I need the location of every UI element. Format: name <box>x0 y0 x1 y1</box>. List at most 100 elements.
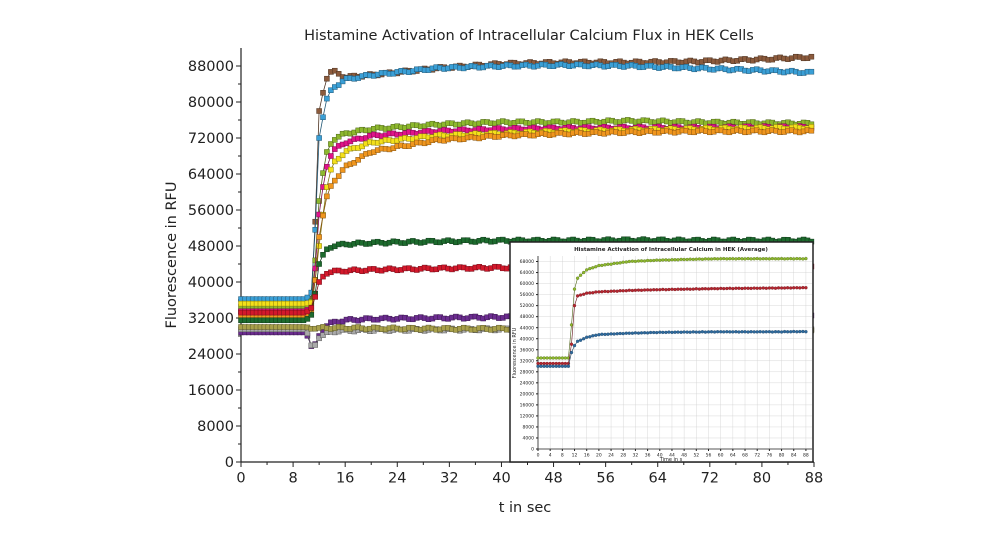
inset-data-point <box>661 258 665 262</box>
inset-data-point <box>773 286 778 290</box>
inset-data-point <box>682 330 686 334</box>
inset-data-point <box>639 331 644 335</box>
inset-data-point <box>588 266 592 271</box>
inset-data-point <box>703 330 708 334</box>
inset-x-tick-label: 72 <box>754 453 760 459</box>
inset-data-point <box>700 330 705 334</box>
inset-data-point <box>563 364 568 368</box>
inset-data-point <box>609 262 613 266</box>
inset-data-point <box>700 257 705 261</box>
inset-chart: Histamine Activation of Intracellular Ca… <box>509 241 814 463</box>
inset-data-point <box>652 258 656 263</box>
inset-data-point <box>752 257 756 261</box>
inset-data-point <box>694 257 698 261</box>
main-data-point <box>320 114 326 120</box>
main-data-point <box>316 198 322 204</box>
inset-data-point <box>603 332 607 337</box>
inset-data-point <box>712 286 717 291</box>
main-y-tick-label: 16000 <box>188 383 234 399</box>
inset-data-point <box>597 263 601 268</box>
inset-data-point <box>697 330 702 334</box>
inset-data-point <box>621 260 625 264</box>
inset-data-point <box>676 330 680 334</box>
main-series-1 <box>238 61 815 302</box>
inset-data-point <box>728 286 732 290</box>
inset-y-tick-label: 4000 <box>523 436 535 442</box>
main-x-tick-label: 64 <box>649 471 667 487</box>
main-data-point <box>328 183 334 189</box>
inset-data-point <box>594 265 598 269</box>
main-x-tick-label: 72 <box>701 471 719 487</box>
inset-data-point <box>667 287 671 292</box>
inset-data-point <box>676 258 680 262</box>
inset-data-point <box>548 361 552 366</box>
inset-data-point <box>764 330 768 334</box>
inset-x-tick-label: 44 <box>669 453 675 459</box>
main-data-point <box>339 78 346 85</box>
inset-data-point <box>676 287 680 291</box>
main-data-point <box>308 312 315 318</box>
inset-data-point <box>612 289 616 293</box>
main-data-point <box>316 335 322 342</box>
inset-x-axis-label: Time in s <box>659 457 683 463</box>
inset-data-point <box>719 286 723 291</box>
inset-data-point <box>642 259 647 263</box>
inset-data-point <box>685 257 689 262</box>
inset-data-point <box>728 330 732 334</box>
inset-data-point <box>725 286 729 291</box>
inset-x-tick-label: 8 <box>561 453 564 459</box>
inset-data-point <box>801 257 805 261</box>
inset-y-tick-label: 48000 <box>520 314 534 320</box>
main-y-tick-label: 8000 <box>197 419 234 435</box>
inset-data-point <box>606 332 610 336</box>
main-data-point <box>335 82 342 88</box>
inset-data-point <box>694 287 698 291</box>
inset-data-point <box>749 330 753 334</box>
inset-data-point <box>591 266 595 270</box>
inset-data-point <box>731 257 735 261</box>
inset-data-point <box>722 256 726 261</box>
inset-data-point <box>731 330 735 334</box>
main-data-point <box>320 252 326 258</box>
main-ticks-group: 0800016000240003200040000480005600064000… <box>188 48 823 487</box>
inset-y-tick-label: 12000 <box>520 413 534 419</box>
inset-series-group <box>536 256 808 368</box>
inset-data-point <box>785 330 790 334</box>
inset-data-point <box>554 364 558 368</box>
inset-data-point <box>767 257 772 261</box>
inset-data-point <box>572 287 577 291</box>
inset-data-point <box>737 330 741 334</box>
inset-x-tick-label: 60 <box>718 453 724 459</box>
main-data-point <box>359 143 365 150</box>
inset-data-point <box>795 330 799 334</box>
inset-x-tick-label: 4 <box>549 453 552 459</box>
inset-data-point <box>658 258 662 262</box>
inset-data-point <box>582 270 586 275</box>
inset-data-point <box>697 287 702 291</box>
inset-data-point <box>752 330 756 334</box>
inset-data-point <box>804 330 808 334</box>
inset-data-point <box>795 256 799 261</box>
inset-data-point <box>801 329 805 334</box>
inset-data-point <box>749 257 753 261</box>
inset-data-point <box>655 288 659 292</box>
inset-data-point <box>582 337 586 341</box>
inset-data-point <box>682 257 686 262</box>
inset-data-point <box>779 256 784 261</box>
inset-data-point <box>563 356 568 360</box>
inset-data-point <box>594 333 598 337</box>
inset-data-point <box>746 256 750 261</box>
main-x-tick-label: 40 <box>492 471 510 487</box>
main-data-point <box>316 108 322 114</box>
inset-data-point <box>734 257 738 261</box>
main-y-tick-label: 56000 <box>188 203 234 219</box>
inset-data-point <box>645 331 650 335</box>
inset-data-point <box>591 334 595 338</box>
inset-data-point <box>618 289 622 293</box>
inset-data-point <box>764 257 768 261</box>
inset-data-point <box>670 330 674 335</box>
inset-data-point <box>697 257 702 261</box>
main-y-tick-label: 0 <box>225 455 234 471</box>
main-data-point <box>335 155 342 162</box>
inset-data-point <box>801 285 805 290</box>
